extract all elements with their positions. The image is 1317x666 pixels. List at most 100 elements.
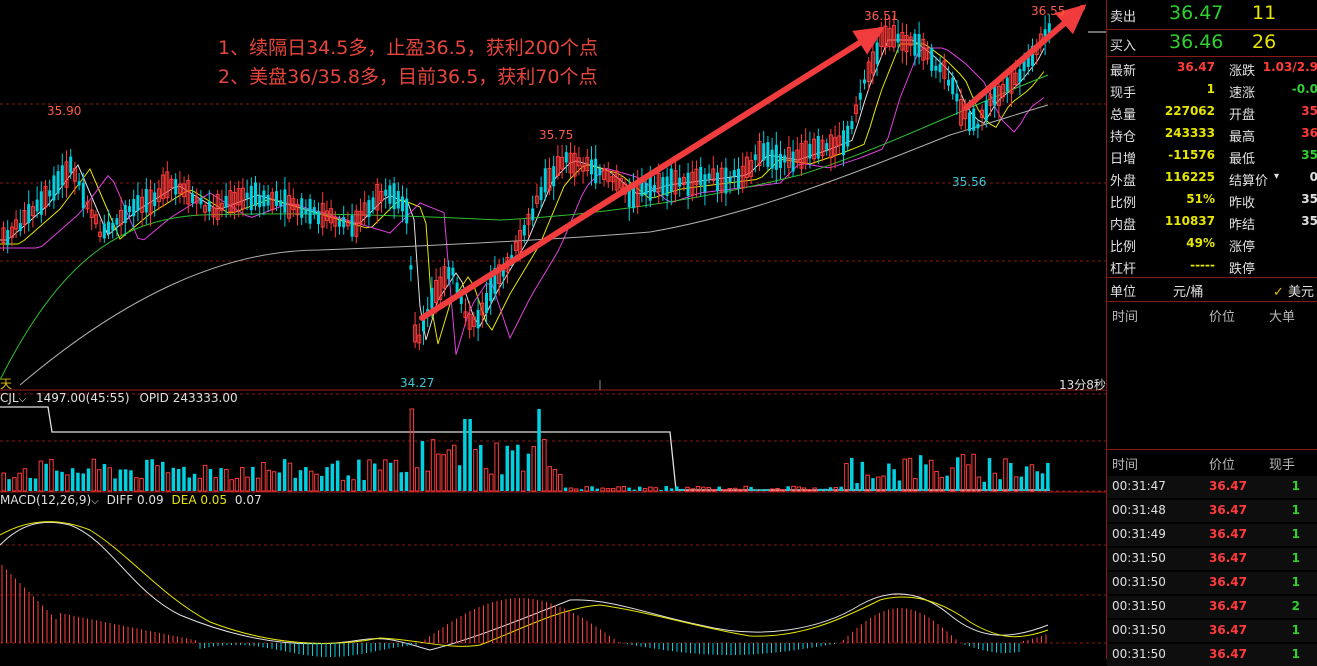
tick-row[interactable]: 00:31:50 36.47 1: [1107, 644, 1317, 666]
candle-body: [485, 293, 488, 313]
candle-body: [39, 191, 43, 215]
kline-chart-svg[interactable]: [0, 0, 1106, 659]
volume-bar: [573, 488, 579, 492]
candle-body: [993, 85, 997, 106]
stat-label: 昨结: [1229, 218, 1256, 233]
volume-bar: [165, 472, 171, 492]
candle-body: [480, 302, 485, 316]
stat-label: 总量: [1110, 108, 1137, 123]
tick-row[interactable]: 00:31:50 36.47 1: [1107, 620, 1317, 642]
macd-indicator-header[interactable]: MACD(12,26,9)⌵ DIFF 0.09 DEA 0.05 0.07: [0, 493, 262, 507]
candle-body: [119, 209, 124, 225]
volume-bar: [362, 479, 366, 491]
candle-body: [955, 93, 959, 102]
tick-row[interactable]: 00:31:50 36.47 1: [1107, 572, 1317, 594]
volume-bar: [616, 486, 621, 492]
volume-bar: [881, 475, 886, 492]
chevron-down-icon[interactable]: ▾: [1274, 171, 1280, 182]
tick-row[interactable]: 00:31:49 36.47 1: [1107, 524, 1317, 546]
candle-body: [1047, 23, 1051, 36]
volume-bar: [568, 487, 574, 492]
volume-bar: [346, 475, 350, 491]
candle-body: [89, 209, 94, 218]
candle-body: [610, 176, 615, 183]
candle-body: [354, 210, 359, 237]
volume-bar: [308, 470, 314, 492]
candle-body: [203, 204, 208, 213]
volume-bar: [452, 444, 457, 492]
volume-bar: [563, 487, 568, 491]
volume-bar: [738, 488, 743, 492]
volume-bar: [924, 464, 928, 491]
tick-time: 00:31:49: [1112, 527, 1166, 541]
stat-label: 昨收: [1229, 196, 1256, 211]
candle-body: [144, 188, 148, 213]
price-label-low-right: 35.56: [952, 175, 987, 189]
volume-bar: [22, 468, 28, 492]
kline-chart-area[interactable]: 1、续隔日34.5多，止盈36.5，获利200个点 2、美盘36/35.8多，目…: [0, 0, 1106, 659]
volume-bar: [807, 488, 812, 492]
volume-bar: [489, 473, 494, 492]
candle-body: [938, 63, 942, 73]
candle-body: [891, 25, 896, 48]
candle-body: [749, 160, 754, 177]
candle-body: [959, 99, 964, 126]
volume-bar: [65, 474, 70, 492]
volume-bar: [950, 467, 955, 492]
candle-body: [539, 186, 543, 201]
candle-body: [9, 226, 14, 238]
volume-bar: [182, 466, 186, 491]
tick-price: 36.47: [1209, 599, 1247, 613]
candle-body: [930, 47, 934, 71]
volume-indicator-name[interactable]: CJL: [0, 391, 19, 405]
candle-body: [333, 216, 338, 227]
currency-checkbox[interactable]: ✓ 美元: [1273, 281, 1314, 300]
volume-bar: [998, 479, 1002, 491]
candle-body: [833, 137, 838, 156]
candle-body: [455, 282, 459, 295]
candle-body: [493, 267, 497, 294]
unit-row: 单位 元/桶 ✓ 美元: [1107, 281, 1317, 301]
macd-indicator-name[interactable]: MACD(12,26,9): [0, 493, 92, 507]
period-label[interactable]: 天: [0, 377, 13, 391]
volume-bar: [929, 459, 934, 492]
tick-row[interactable]: 00:31:47 36.47 1: [1107, 476, 1317, 498]
candle-body: [728, 177, 732, 183]
candle-body: [648, 175, 652, 201]
chevron-down-icon[interactable]: ⌵: [18, 394, 27, 405]
candle-body: [476, 309, 480, 329]
candle-body: [22, 210, 27, 225]
candle-body: [896, 33, 900, 43]
tick-price: 36.47: [1209, 647, 1247, 661]
candle-body: [312, 207, 316, 215]
tick-row[interactable]: 00:31:50 36.47 1: [1107, 548, 1317, 570]
candle-body: [236, 188, 241, 206]
candle-body: [320, 202, 325, 228]
candle-body: [690, 171, 695, 196]
volume-bar: [500, 474, 504, 491]
stat-row: 现手 1 速涨 -0.0: [1107, 80, 1317, 102]
candle-body: [594, 158, 598, 184]
volume-bar: [892, 469, 896, 491]
candle-body: [863, 79, 866, 84]
candle-body: [842, 130, 845, 156]
candle-body: [279, 200, 283, 207]
buy-row[interactable]: 买入 36.46 26: [1107, 31, 1317, 57]
tick-row[interactable]: 00:31:50 36.47 2: [1107, 596, 1317, 618]
volume-bar: [457, 465, 462, 491]
stat-label: 开盘: [1229, 108, 1256, 123]
candle-body: [947, 79, 950, 86]
tick-size: 1: [1291, 527, 1300, 541]
volume-bar: [60, 471, 64, 491]
volume-bar: [436, 453, 441, 492]
candle-body: [18, 223, 22, 232]
tick-row[interactable]: 00:31:48 36.47 1: [1107, 500, 1317, 522]
sell-row[interactable]: 卖出 36.47 11: [1107, 2, 1317, 28]
candle-body: [732, 170, 736, 177]
volume-bar: [314, 473, 319, 492]
volume-bar: [240, 467, 245, 492]
volume-bar: [171, 467, 176, 491]
volume-indicator-header[interactable]: CJL⌵ 1497.00(45:55) OPID 243333.00: [0, 391, 238, 405]
candle-body: [900, 31, 905, 51]
chevron-down-icon[interactable]: ⌵: [91, 496, 99, 507]
